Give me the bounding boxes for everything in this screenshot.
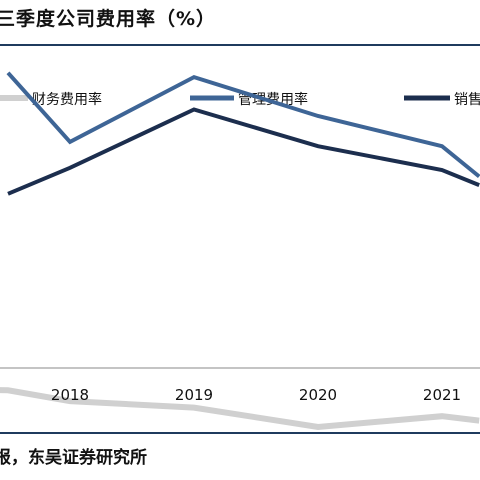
footer-divider: [0, 432, 480, 434]
x-tick-label-2020: 2020: [299, 386, 337, 404]
x-tick-label-2018: 2018: [51, 386, 89, 404]
series-line-3: [7, 107, 480, 196]
x-axis-ticks: 2018 2019 2020 2021: [51, 386, 461, 404]
series-line-2: [6, 71, 480, 179]
x-tick-label-2021: 2021: [423, 386, 461, 404]
series-line-1: [0, 387, 480, 431]
title-divider: [0, 44, 480, 46]
legend-label-3: 销售费用率: [454, 91, 480, 108]
source-note: 报，东吴证券研究所: [0, 448, 147, 468]
chart-title: 三季度公司费用率（%）: [0, 8, 217, 30]
x-tick-label-2019: 2019: [175, 386, 213, 404]
legend-label-1: 财务费用率: [32, 91, 102, 108]
legend: 财务费用率管理费用率销售费用率: [0, 91, 480, 108]
series-layer: [0, 71, 480, 431]
